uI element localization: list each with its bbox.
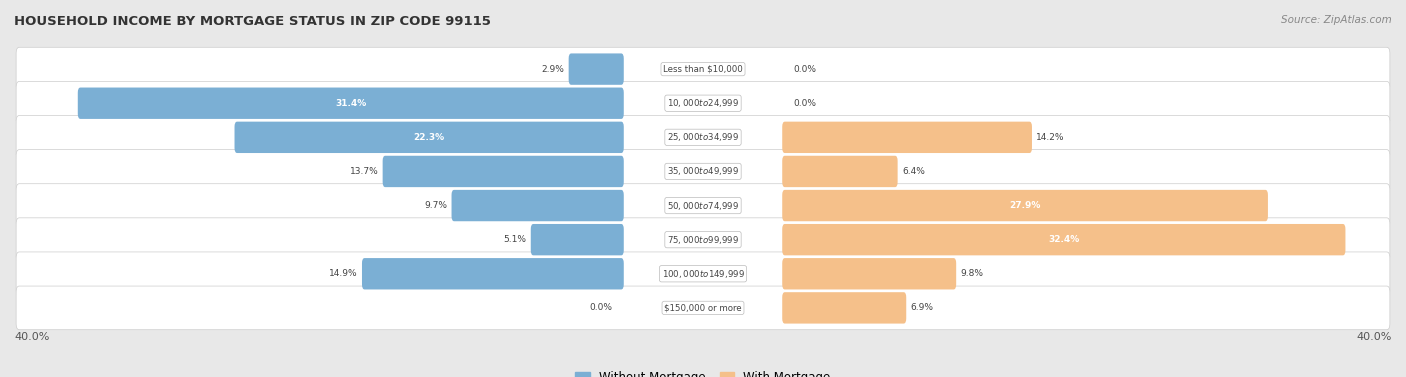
Text: 6.9%: 6.9% [911,303,934,313]
FancyBboxPatch shape [568,54,624,85]
Text: $25,000 to $34,999: $25,000 to $34,999 [666,131,740,143]
Text: $50,000 to $74,999: $50,000 to $74,999 [666,199,740,211]
Text: 40.0%: 40.0% [1357,333,1392,342]
Text: 27.9%: 27.9% [1010,201,1040,210]
Text: 9.8%: 9.8% [960,269,983,278]
FancyBboxPatch shape [382,156,624,187]
Text: 13.7%: 13.7% [350,167,378,176]
Legend: Without Mortgage, With Mortgage: Without Mortgage, With Mortgage [571,366,835,377]
Text: 14.9%: 14.9% [329,269,357,278]
FancyBboxPatch shape [15,252,1391,296]
Text: 0.0%: 0.0% [793,64,817,74]
FancyBboxPatch shape [15,286,1391,330]
FancyBboxPatch shape [15,184,1391,227]
Text: $35,000 to $49,999: $35,000 to $49,999 [666,166,740,178]
Text: 9.7%: 9.7% [425,201,447,210]
FancyBboxPatch shape [782,258,956,290]
FancyBboxPatch shape [782,156,897,187]
FancyBboxPatch shape [77,87,624,119]
FancyBboxPatch shape [782,292,907,323]
FancyBboxPatch shape [782,122,1032,153]
Text: 40.0%: 40.0% [14,333,49,342]
FancyBboxPatch shape [235,122,624,153]
FancyBboxPatch shape [361,258,624,290]
Text: Less than $10,000: Less than $10,000 [664,64,742,74]
Text: 0.0%: 0.0% [589,303,613,313]
FancyBboxPatch shape [15,47,1391,91]
FancyBboxPatch shape [15,218,1391,262]
Text: 22.3%: 22.3% [413,133,444,142]
Text: 2.9%: 2.9% [541,64,564,74]
Text: 0.0%: 0.0% [793,99,817,108]
Text: $100,000 to $149,999: $100,000 to $149,999 [661,268,745,280]
Text: Source: ZipAtlas.com: Source: ZipAtlas.com [1281,15,1392,25]
Text: $10,000 to $24,999: $10,000 to $24,999 [666,97,740,109]
FancyBboxPatch shape [531,224,624,255]
Text: $150,000 or more: $150,000 or more [664,303,742,313]
Text: $75,000 to $99,999: $75,000 to $99,999 [666,234,740,246]
FancyBboxPatch shape [15,81,1391,125]
Text: 5.1%: 5.1% [503,235,526,244]
FancyBboxPatch shape [15,150,1391,193]
Text: 32.4%: 32.4% [1049,235,1080,244]
Text: 14.2%: 14.2% [1036,133,1064,142]
FancyBboxPatch shape [15,115,1391,159]
Text: 6.4%: 6.4% [901,167,925,176]
FancyBboxPatch shape [782,224,1346,255]
FancyBboxPatch shape [782,190,1268,221]
Text: 31.4%: 31.4% [335,99,367,108]
FancyBboxPatch shape [451,190,624,221]
Text: HOUSEHOLD INCOME BY MORTGAGE STATUS IN ZIP CODE 99115: HOUSEHOLD INCOME BY MORTGAGE STATUS IN Z… [14,15,491,28]
